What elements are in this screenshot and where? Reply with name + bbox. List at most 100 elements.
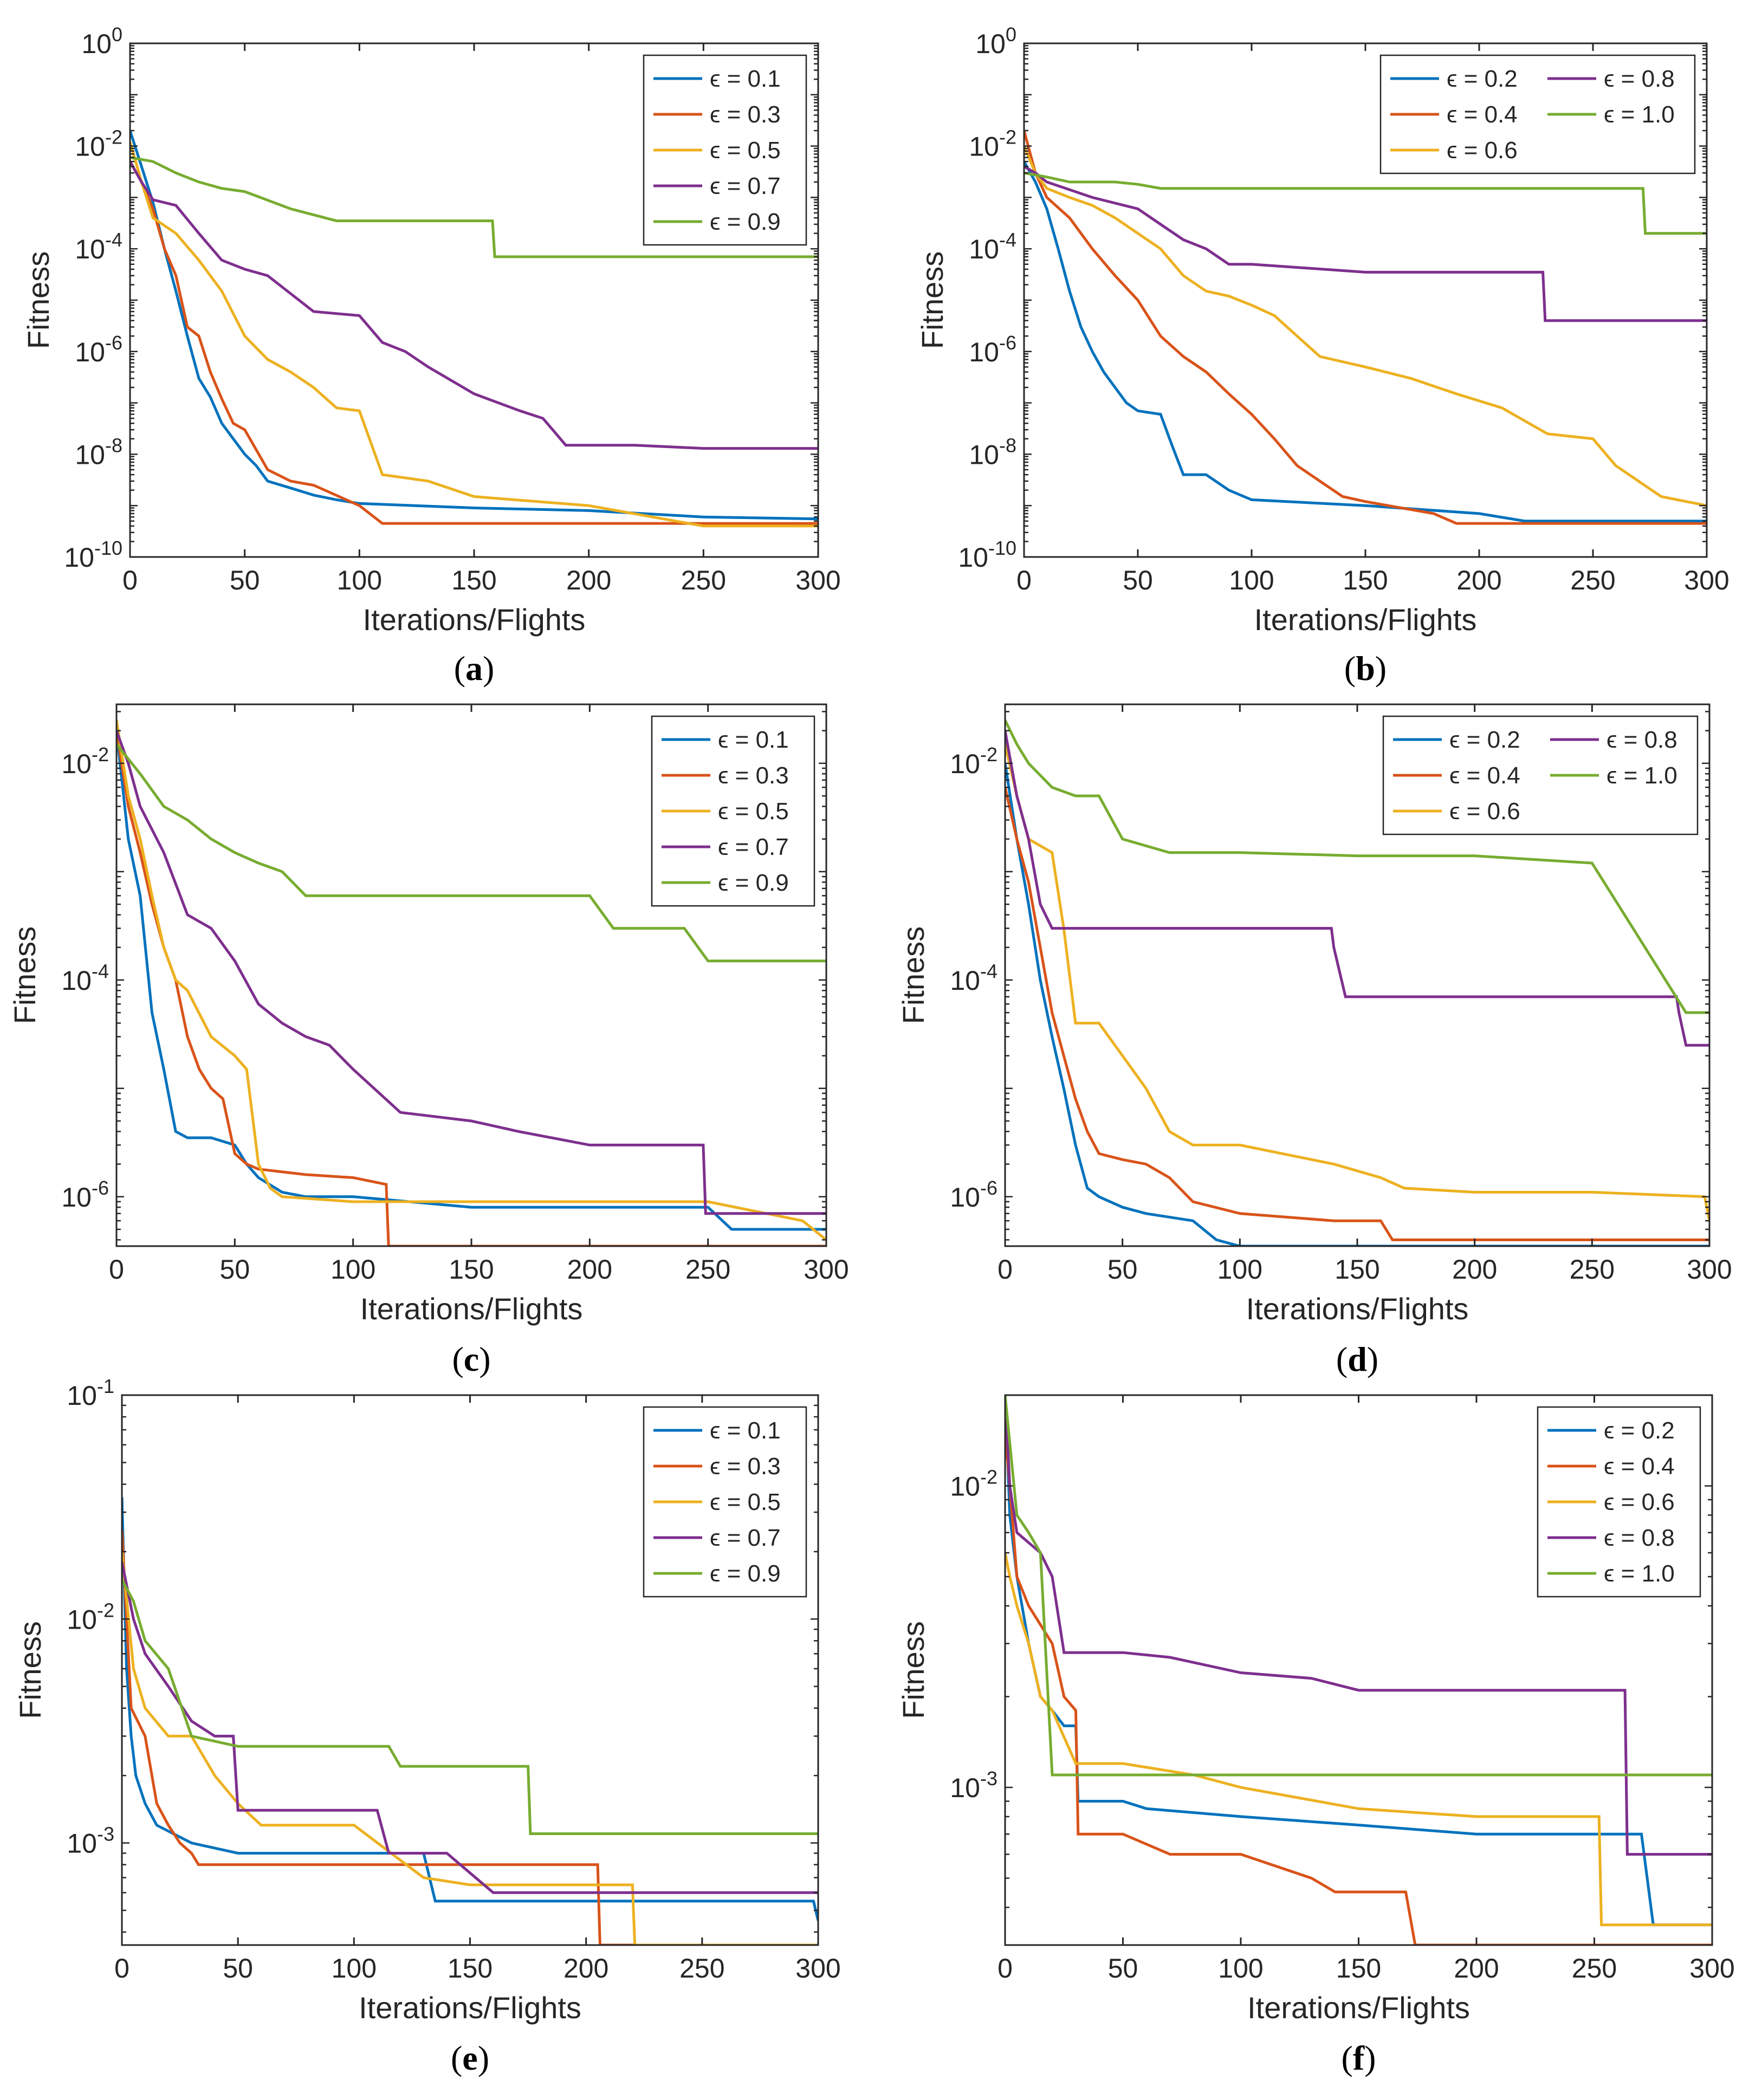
- y-tick-label: 10-8: [969, 434, 1016, 470]
- legend-label: ϵ = 0.4: [1449, 762, 1520, 789]
- y-tick-label: 10-4: [61, 960, 109, 996]
- x-tick-label: 200: [1452, 1254, 1497, 1285]
- legend-label: ϵ = 1.0: [1607, 762, 1677, 789]
- panel-caption: (a): [454, 649, 495, 688]
- x-axis-label: Iterations/Flights: [360, 1292, 583, 1326]
- legend-entry: ϵ = 0.2: [1547, 1417, 1675, 1444]
- legend-entry: ϵ = 0.8: [1547, 66, 1675, 92]
- x-tick-label: 250: [679, 1953, 724, 1984]
- panel-caption: (c): [452, 1340, 490, 1378]
- y-tick-label: 10-6: [969, 332, 1016, 367]
- legend: ϵ = 0.1 ϵ = 0.3 ϵ = 0.5 ϵ = 0.7 ϵ = 0.9: [643, 1406, 807, 1598]
- x-axis-label: Iterations/Flights: [363, 602, 586, 637]
- series-line-2: [1005, 1433, 1712, 1945]
- legend-entry: ϵ = 0.1: [653, 66, 781, 92]
- series-line-4: [116, 730, 826, 1215]
- legend-label: ϵ = 0.7: [718, 834, 789, 860]
- series-line-4: [130, 160, 818, 450]
- x-tick-label: 250: [1572, 1953, 1617, 1984]
- x-tick-label: 50: [223, 1953, 253, 1984]
- legend-label: ϵ = 1.0: [1604, 1560, 1675, 1587]
- legend-label: ϵ = 0.9: [710, 1560, 781, 1587]
- legend-entry: ϵ = 0.6: [1390, 137, 1518, 164]
- y-tick-label: 10-3: [67, 1823, 114, 1859]
- series-line-4: [1005, 730, 1709, 1047]
- panel-caption: (e): [451, 2039, 489, 2077]
- panel-c: 0 50 100 150 200 250 300 10-6 10-4 10-2 Iterations…: [8, 703, 849, 1378]
- panel-b: 0 50 100 150 200 250 300 10-10 10-8 10-6 10-4 10-2 1…: [915, 23, 1729, 688]
- series-line-2: [1005, 787, 1709, 1241]
- series-line-2: [130, 160, 818, 525]
- legend-label: ϵ = 0.9: [710, 209, 781, 235]
- y-tick-label: 10-2: [75, 126, 122, 162]
- panel-e: 0 50 100 150 200 250 300 10-3 10-2 10-1 Iterations…: [13, 1375, 841, 2077]
- x-tick-label: 250: [681, 565, 726, 595]
- x-tick-label: 100: [337, 565, 382, 595]
- x-tick-label: 300: [1684, 565, 1729, 595]
- y-tick-label: 100: [81, 23, 122, 59]
- legend-label: ϵ = 0.3: [718, 762, 789, 789]
- legend-entry: ϵ = 0.4: [1393, 762, 1520, 789]
- series-lines: [1005, 720, 1709, 1246]
- panel-a: 0 50 100 150 200 250 300 10-10 10-8 10-6 10-4 10-2 1…: [21, 23, 841, 688]
- series-line-4: [122, 1561, 818, 1894]
- x-axis-label: Iterations/Flights: [1254, 602, 1477, 637]
- series-line-1: [130, 130, 818, 521]
- panel-f: 0 50 100 150 200 250 300 10-3 10-2 Iterations/Fli…: [896, 1394, 1735, 2077]
- y-axis-label: Fitness: [915, 251, 949, 349]
- x-tick-label: 50: [230, 565, 260, 595]
- x-tick-label: 100: [1218, 1953, 1263, 1984]
- legend-entry: ϵ = 1.0: [1550, 762, 1677, 789]
- legend-entry: ϵ = 0.3: [662, 762, 789, 789]
- legend-label: ϵ = 0.5: [718, 798, 789, 825]
- series-line-4: [1024, 165, 1707, 322]
- x-axis-label: Iterations/Flights: [359, 1991, 581, 2025]
- x-tick-label: 200: [1454, 1953, 1499, 1984]
- x-tick-label: 150: [449, 1254, 494, 1285]
- series-line-5: [1024, 171, 1707, 235]
- series-lines: [1024, 130, 1707, 525]
- x-tick-label: 300: [795, 565, 840, 595]
- x-tick-label: 0: [114, 1953, 129, 1984]
- legend-label: ϵ = 0.2: [1449, 727, 1520, 753]
- y-tick-label: 10-8: [75, 434, 122, 470]
- x-tick-label: 0: [1016, 565, 1032, 595]
- series-lines: [1005, 1395, 1712, 1945]
- legend-entry: ϵ = 1.0: [1547, 101, 1675, 128]
- series-line-3: [122, 1551, 818, 1945]
- legend-label: ϵ = 0.6: [1447, 137, 1518, 164]
- x-axis-label: Iterations/Flights: [1247, 1991, 1470, 2025]
- series-line-5: [122, 1579, 818, 1835]
- y-tick-label: 10-2: [61, 743, 109, 779]
- legend-label: ϵ = 0.6: [1604, 1489, 1675, 1515]
- legend-entry: ϵ = 0.6: [1393, 798, 1520, 825]
- series-line-5: [130, 156, 818, 258]
- series-line-3: [130, 141, 818, 528]
- series-line-1: [122, 1497, 818, 1921]
- x-tick-label: 100: [1217, 1254, 1262, 1285]
- series-line-2: [122, 1529, 818, 1945]
- x-tick-label: 100: [332, 1953, 377, 1984]
- legend-entry: ϵ = 0.9: [653, 209, 781, 235]
- y-axis-label: Fitness: [896, 1621, 930, 1719]
- x-tick-label: 200: [567, 1254, 612, 1285]
- legend-label: ϵ = 1.0: [1604, 101, 1675, 128]
- panel-caption: (b): [1344, 649, 1387, 688]
- y-tick-label: 100: [975, 23, 1016, 59]
- y-tick-label: 10-1: [67, 1375, 114, 1411]
- series-lines: [130, 130, 818, 528]
- x-tick-label: 200: [566, 565, 611, 595]
- legend-entry: ϵ = 0.7: [653, 1525, 781, 1551]
- x-tick-label: 0: [109, 1254, 124, 1285]
- x-tick-label: 0: [122, 565, 138, 595]
- series-line-5: [1005, 1395, 1712, 1777]
- panel-caption: (d): [1336, 1340, 1378, 1378]
- legend-label: ϵ = 0.8: [1604, 1525, 1675, 1551]
- y-axis-label: Fitness: [21, 251, 55, 349]
- x-tick-label: 0: [997, 1254, 1013, 1285]
- legend-label: ϵ = 0.7: [710, 1525, 781, 1551]
- x-tick-label: 0: [997, 1953, 1013, 1984]
- legend-entry: ϵ = 0.2: [1390, 66, 1518, 92]
- x-tick-label: 100: [1229, 565, 1274, 595]
- x-axis-label: Iterations/Flights: [1246, 1292, 1469, 1326]
